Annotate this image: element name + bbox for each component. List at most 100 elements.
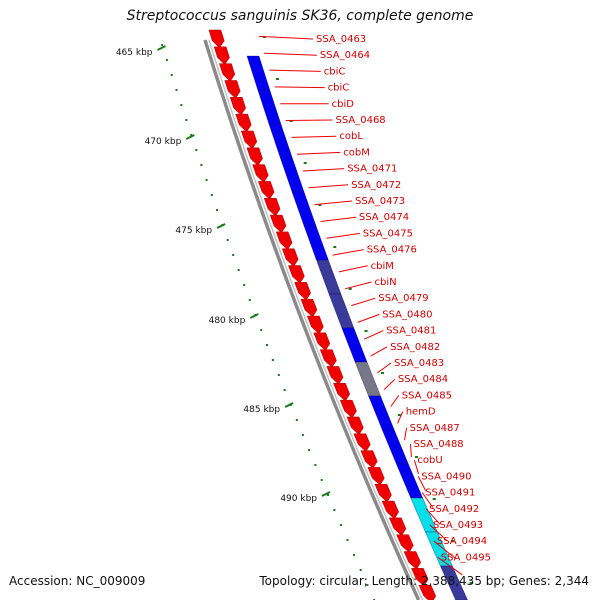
cds-arrow [275,231,293,251]
leader-line [425,508,441,525]
tick-dot [226,239,229,241]
gc-segment [257,89,282,125]
leader-line [410,443,412,458]
tick-dot [190,134,193,136]
cds-arrow [319,349,337,368]
leader-line [383,378,396,391]
cds-arrow [353,433,371,452]
gene-label: cbiC [328,83,350,94]
tick-dot [161,44,164,46]
kbp-label: 475 kbp [175,226,212,236]
tick-dot [210,194,213,196]
gene-label: cobL [339,131,363,142]
gene-label: SSA_0482 [390,342,440,353]
gene-label: SSA_0488 [414,439,464,450]
gc-segment [316,259,342,295]
map-title: Streptococcus sanguinis SK36, complete g… [126,8,474,24]
cds-arrow [235,113,252,133]
gc-segment [396,463,423,499]
leader-line [421,492,434,508]
cds-arrow [374,483,392,503]
topology-text: Topology: circular; Length: 2,388,435 bp… [259,574,589,588]
cds-arrow [300,298,318,318]
gc-segment [280,157,305,193]
gc-skew-track [246,55,468,600]
inner-tick [381,372,384,374]
gene-label: SSA_0464 [320,50,370,61]
tick-dot [237,269,240,271]
leader-line [338,265,368,273]
leader-line [291,135,337,138]
gene-label-track: SSA_0463 SSA_0464 cbiC cbiC cbiD SSA_0468 cobL… [258,34,491,576]
tick-dot [271,359,274,361]
accession-text: Accession: NC_009009 [9,574,146,588]
gc-segment [341,327,368,363]
cds-arrow [381,500,399,520]
tick-dot [260,329,263,331]
gene-label: SSA_0487 [410,423,460,434]
tick-track: 465 kbp 470 kbp 475 kbp 480 kbp 485 kbp 490 k… [116,36,473,600]
major-tick [157,45,166,51]
gc-segment [382,429,409,465]
cds-arrow [263,197,281,217]
leader-line [285,119,333,121]
tick-dot [243,284,246,286]
cds-arrow [224,80,241,99]
kbp-label: 480 kbp [209,316,246,326]
gc-segment [291,191,317,227]
leader-line [377,362,392,374]
gc-segment [303,225,329,261]
leader-line [404,427,408,441]
cds-arrow [367,467,385,486]
tick-dot [308,449,311,451]
gc-segment [268,123,293,159]
gene-label: SSA_0468 [336,115,386,126]
gene-label: SSA_0463 [316,34,366,45]
cds-arrow [208,29,225,49]
inner-tick [276,78,279,80]
cds-arrow [246,147,263,166]
cds-arrow [219,63,236,82]
gc-segment [440,565,468,600]
leader-line [363,330,384,340]
gene-label: cbiM [371,261,394,272]
gene-label: SSA_0472 [351,180,401,191]
gene-label: cbiC [324,66,346,77]
inner-tick [333,246,337,248]
cds-arrow [294,282,311,301]
inner-tick [348,288,352,290]
leader-line [274,86,325,89]
gene-label: SSA_0474 [359,212,409,223]
inner-tick [469,582,473,584]
kbp-label: 490 kbp [280,494,317,504]
tick-dot [314,464,317,466]
gene-label: SSA_0491 [425,488,475,499]
leader-line [370,346,388,357]
leader-line [433,540,456,559]
cds-arrow [396,534,414,553]
inner-tick [318,204,322,206]
tick-dot [320,479,323,481]
cds-arrow [288,265,305,284]
cds-arrow [333,383,351,402]
inner-tick [303,162,307,164]
gene-label: cbiD [332,99,355,110]
cds-arrow [339,399,357,419]
cds-arrow [213,46,230,66]
tick-dot [327,494,329,496]
gene-label: SSA_0475 [363,228,413,239]
cds-arrow [403,551,422,570]
inner-tick [364,330,368,332]
gene-label: SSA_0494 [437,536,487,547]
leader-line [437,556,463,576]
tick-dot [232,254,235,256]
gene-label: SSA_0483 [394,358,444,369]
gc-segment [354,361,381,397]
major-tick [249,313,259,319]
gene-label: SSA_0493 [433,520,483,531]
cds-arrow [252,164,269,183]
tick-dot [195,149,198,151]
gc-segment [328,293,355,329]
inner-tick [450,540,454,542]
